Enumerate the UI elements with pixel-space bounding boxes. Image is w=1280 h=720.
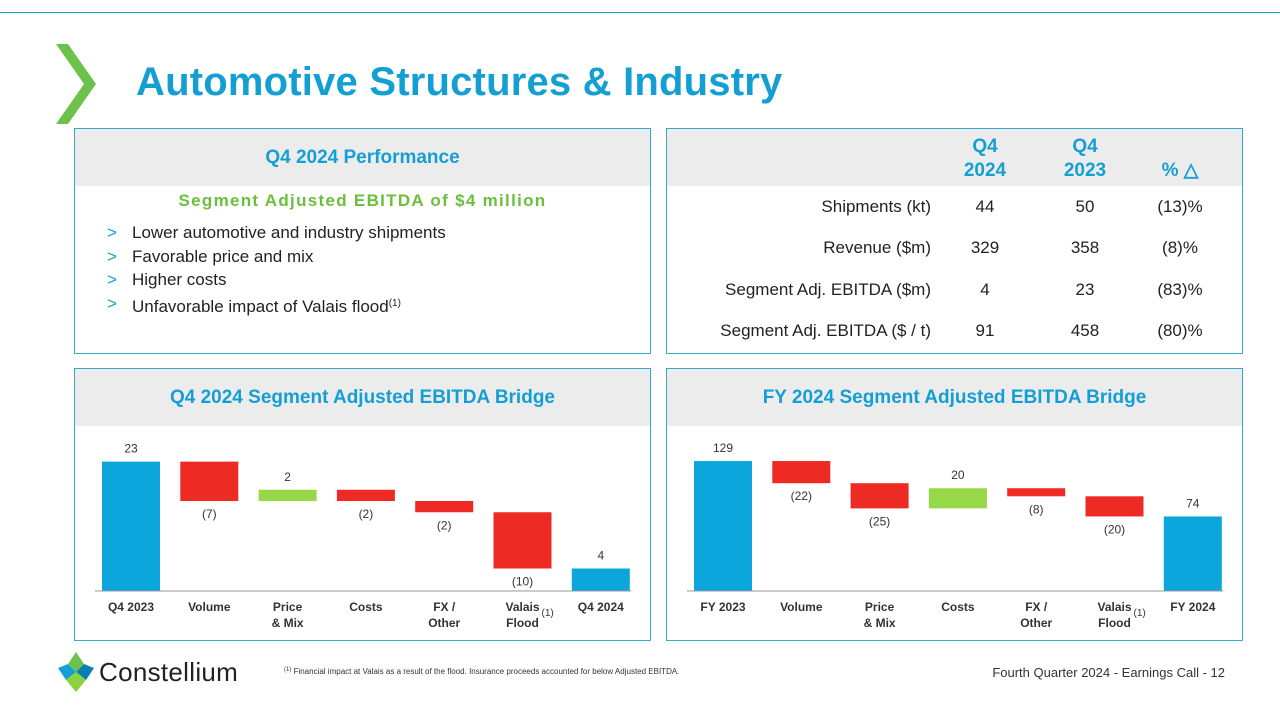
data-label: (10) [512, 575, 533, 589]
bullet-item: > Unfavorable impact of Valais flood(1) [107, 293, 401, 316]
table-row: Segment Adj. EBITDA ($m) 4 23 (83)% [725, 280, 1203, 299]
data-label: (25) [869, 514, 890, 528]
footnote-ref: (1) [1134, 608, 1146, 619]
table-row: Segment Adj. EBITDA ($ / t) 91 458 (80)% [720, 321, 1203, 340]
bullet-marker: > [107, 293, 117, 313]
bullet-item: > Higher costs [107, 268, 446, 292]
data-label: 4 [597, 549, 604, 563]
data-label: (8) [1029, 502, 1044, 516]
data-label: (20) [1104, 522, 1125, 536]
category-label: Flood [1098, 616, 1131, 630]
category-label: Price [273, 600, 303, 614]
col-header-q4-2024: Q4 2024 [963, 136, 1007, 181]
chevron-icon [56, 44, 96, 124]
bridge-bar [415, 501, 474, 513]
category-label: Costs [941, 600, 975, 614]
bridge-bar [571, 568, 630, 591]
bullet-marker: > [107, 246, 117, 266]
category-label: FX / [433, 600, 456, 614]
category-label: & Mix [864, 616, 896, 630]
bridge-bar [258, 489, 317, 501]
bridge-bar [928, 488, 987, 509]
bridge-bar [102, 461, 160, 591]
bridge-bar [694, 461, 752, 591]
category-label: Q4 2023 [108, 600, 154, 614]
bullet-marker: > [107, 270, 117, 289]
bullet-marker: > [107, 223, 117, 242]
data-label: 23 [124, 442, 138, 456]
footnote: (1) Financial impact at Valais as a resu… [284, 667, 680, 676]
data-label: (2) [359, 507, 374, 521]
metrics-header-band [667, 129, 1242, 186]
performance-header: Q4 2024 Performance [75, 129, 650, 186]
data-label: 2 [284, 470, 291, 484]
data-label: (7) [202, 507, 217, 521]
category-label: Price [865, 600, 895, 614]
bridge-bar [180, 461, 239, 501]
logo-text: Constellium [99, 657, 239, 687]
page-title: Automotive Structures & Industry [136, 60, 783, 104]
q4-bridge-chart: 23 Q4 2023 (7) Volume 2 Price & Mix (2) Costs (2)… [95, 442, 631, 630]
bridge-bar [772, 461, 831, 484]
fy-bridge-chart: 129 FY 2023 (22) Volume (25) Price & Mix 20 Cost… [687, 441, 1223, 630]
bridge-bar [493, 512, 552, 569]
performance-panel: Q4 2024 Performance Segment Adjusted EBI… [74, 128, 651, 354]
top-divider-line [0, 12, 1280, 13]
col-header-pct-change: % △ [1161, 160, 1199, 181]
bridge-bar [1163, 516, 1222, 591]
bullet-item: > Lower automotive and industry shipments [107, 221, 446, 245]
category-label: Costs [349, 600, 383, 614]
metrics-table-panel: Q4 2024 Q4 2023 % △ Shipments (kt) 44 50 (13)… [666, 128, 1243, 354]
bullet-item: > Favorable price and mix [107, 245, 446, 269]
category-label: Valais [505, 600, 539, 614]
category-label: Other [428, 616, 460, 630]
data-label: (22) [791, 489, 812, 503]
data-label: 129 [713, 441, 733, 455]
category-label: FY 2024 [1170, 600, 1215, 614]
fy-bridge-title: FY 2024 Segment Adjusted EBITDA Bridge [667, 369, 1242, 426]
data-label: (2) [437, 518, 452, 532]
category-label: Flood [506, 616, 539, 630]
category-label: Valais [1097, 600, 1131, 614]
fy-bridge-panel: FY 2024 Segment Adjusted EBITDA Bridge 1… [666, 368, 1243, 641]
table-row: Shipments (kt) 44 50 (13)% [821, 197, 1203, 216]
bridge-bar [1085, 496, 1144, 517]
bridge-bar [850, 483, 909, 509]
category-label: FX / [1025, 600, 1048, 614]
performance-subheading: Segment Adjusted EBITDA of $4 million [178, 191, 547, 210]
table-row: Revenue ($m) 329 358 (8)% [823, 238, 1198, 257]
footnote-ref: (1) [542, 608, 554, 619]
data-label: 20 [951, 468, 965, 482]
category-label: Volume [780, 600, 823, 614]
category-label: Volume [188, 600, 231, 614]
footnote-ref: (1) [388, 297, 401, 309]
data-label: 74 [1186, 496, 1200, 510]
page-info: Fourth Quarter 2024 - Earnings Call - 12 [992, 665, 1225, 680]
category-label: FY 2023 [700, 600, 745, 614]
constellium-logo-icon [58, 652, 94, 692]
performance-bullets: > Lower automotive and industry shipments… [107, 221, 446, 318]
bridge-bar [1007, 488, 1066, 497]
category-label: Q4 2024 [578, 600, 624, 614]
q4-bridge-title: Q4 2024 Segment Adjusted EBITDA Bridge [75, 369, 650, 426]
category-label: Other [1020, 616, 1052, 630]
col-header-q4-2023: Q4 2023 [1063, 136, 1107, 181]
q4-bridge-panel: Q4 2024 Segment Adjusted EBITDA Bridge 2… [74, 368, 651, 641]
category-label: & Mix [272, 616, 304, 630]
bridge-bar [336, 489, 395, 501]
